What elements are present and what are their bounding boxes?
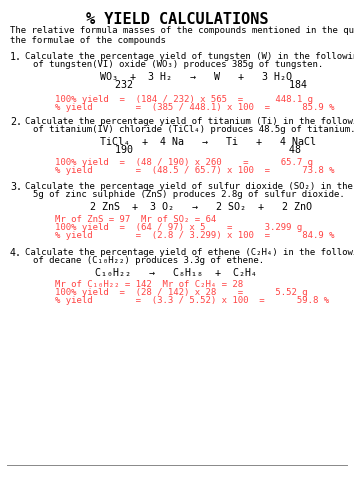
Text: of decane (C₁₀H₂₂) produces 3.3g of ethene.: of decane (C₁₀H₂₂) produces 3.3g of ethe…	[33, 256, 264, 265]
Text: % yield        =  (2.8 / 3.299) x 100  =      84.9 %              (✓): % yield = (2.8 / 3.299) x 100 = 84.9 % (…	[55, 231, 354, 240]
Text: Calculate the percentage yield of titanium (Ti) in the following reaction where : Calculate the percentage yield of titani…	[25, 117, 354, 126]
Text: TiCl₄  +  4 Na   →   Ti   +   4 NaCl: TiCl₄ + 4 Na → Ti + 4 NaCl	[100, 137, 316, 147]
Text: 100% yield  =  (64 / 97) x 5    =      3.299 g              (✓): 100% yield = (64 / 97) x 5 = 3.299 g (✓)	[55, 223, 354, 232]
Text: % yield        =  (385 / 448.1) x 100  =      85.9 %         (✓): % yield = (385 / 448.1) x 100 = 85.9 % (…	[55, 103, 354, 112]
Text: 4.: 4.	[10, 248, 22, 258]
Text: 2 ZnS  +  3 O₂   →   2 SO₂  +   2 ZnO: 2 ZnS + 3 O₂ → 2 SO₂ + 2 ZnO	[90, 202, 312, 212]
Text: WO₃  +  3 H₂   →   W   +   3 H₂O: WO₃ + 3 H₂ → W + 3 H₂O	[100, 72, 292, 82]
Text: Mr of C₁₀H₂₂ = 142  Mr of C₂H₄ = 28                           (✓): Mr of C₁₀H₂₂ = 142 Mr of C₂H₄ = 28 (✓)	[55, 280, 354, 289]
Text: 100% yield  =  (184 / 232) x 565  =      448.1 g        (✓): 100% yield = (184 / 232) x 565 = 448.1 g…	[55, 95, 354, 104]
Text: The relative formula masses of the compounds mentioned in the question are shown: The relative formula masses of the compo…	[10, 26, 354, 46]
Text: Mr of ZnS = 97  Mr of SO₂ = 64                                 (✓): Mr of ZnS = 97 Mr of SO₂ = 64 (✓)	[55, 215, 354, 224]
Text: 1.: 1.	[10, 52, 22, 62]
Text: 190                          48: 190 48	[115, 145, 301, 155]
Text: 2.: 2.	[10, 117, 22, 127]
Text: 5g of zinc sulphide (ZnS) produces 2.8g of sulfur dioxide.: 5g of zinc sulphide (ZnS) produces 2.8g …	[33, 190, 345, 199]
Text: of titanium(IV) chloride (TiCl₄) produces 48.5g of titanium.: of titanium(IV) chloride (TiCl₄) produce…	[33, 125, 354, 134]
Text: 100% yield  =  (28 / 142) x 28    =      5.52 g              (✓): 100% yield = (28 / 142) x 28 = 5.52 g (✓…	[55, 288, 354, 297]
Text: Calculate the percentage yield of tungsten (W) in the following reaction where 5: Calculate the percentage yield of tungst…	[25, 52, 354, 61]
Text: Calculate the percentage yield of ethene (C₂H₄) in the following reaction where : Calculate the percentage yield of ethene…	[25, 248, 354, 257]
Text: 100% yield  =  (48 / 190) x 260    =      65.7 g         (✓): 100% yield = (48 / 190) x 260 = 65.7 g (…	[55, 158, 354, 167]
Text: C₁₀H₂₂   →   C₈H₁₈  +  C₂H₄: C₁₀H₂₂ → C₈H₁₈ + C₂H₄	[95, 268, 257, 278]
Text: % YIELD CALCULATIONS: % YIELD CALCULATIONS	[86, 12, 268, 27]
Text: 3.: 3.	[10, 182, 22, 192]
Text: of tungsten(VI) oxide (WO₃) produces 385g of tungsten.: of tungsten(VI) oxide (WO₃) produces 385…	[33, 60, 323, 69]
Text: 232                          184: 232 184	[115, 80, 307, 90]
Text: % yield        =  (48.5 / 65.7) x 100  =      73.8 %         (✓): % yield = (48.5 / 65.7) x 100 = 73.8 % (…	[55, 166, 354, 175]
Text: % yield        =  (3.3 / 5.52) x 100  =      59.8 %              (✓): % yield = (3.3 / 5.52) x 100 = 59.8 % (✓…	[55, 296, 354, 305]
Text: Calculate the percentage yield of sulfur dioxide (SO₂) in the following reaction: Calculate the percentage yield of sulfur…	[25, 182, 354, 191]
